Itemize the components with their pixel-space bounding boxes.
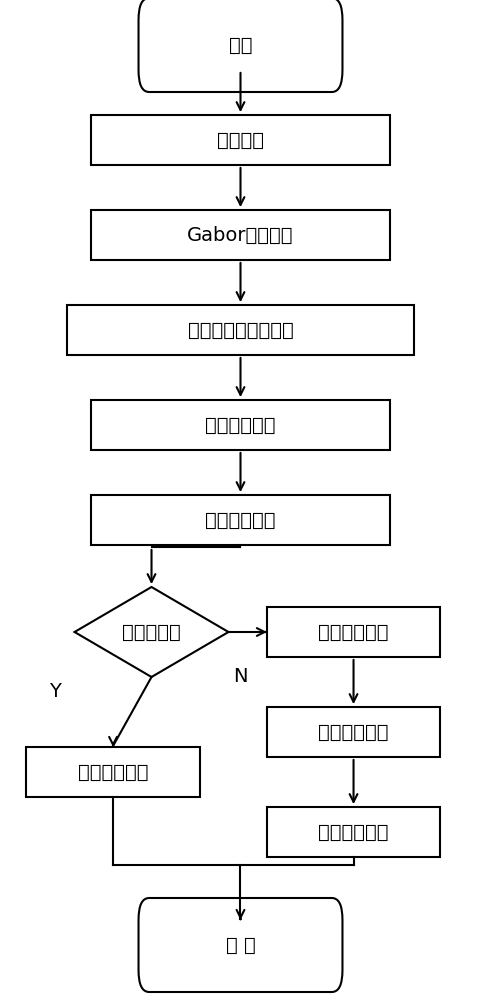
Bar <box>266 707 439 757</box>
Bar <box>266 607 439 657</box>
Bar <box>91 400 389 450</box>
Text: 求取定位坐标: 求取定位坐标 <box>205 510 275 530</box>
Text: 四点圆弧定位: 四点圆弧定位 <box>318 622 388 642</box>
Bar <box>91 495 389 545</box>
Text: 互相关求取时间延迟: 互相关求取时间延迟 <box>187 320 293 340</box>
Text: 求取定位坐标: 求取定位坐标 <box>318 722 388 742</box>
Text: Y: Y <box>49 682 61 701</box>
Text: 输出定位坐标: 输出定位坐标 <box>78 762 148 782</box>
FancyBboxPatch shape <box>138 898 342 992</box>
Bar <box>266 807 439 857</box>
Text: Gabor小波变换: Gabor小波变换 <box>187 226 293 244</box>
Text: N: N <box>233 667 247 686</box>
Text: 输出定位坐标: 输出定位坐标 <box>318 822 388 842</box>
Text: 结 束: 结 束 <box>225 936 255 954</box>
Bar <box>91 115 389 165</box>
Text: 开始: 开始 <box>228 35 252 54</box>
FancyBboxPatch shape <box>138 0 342 92</box>
Text: 波束聚焦定位: 波束聚焦定位 <box>205 416 275 434</box>
Polygon shape <box>74 587 228 677</box>
Bar <box>67 305 413 355</box>
Bar <box>91 210 389 260</box>
Bar <box>26 747 199 797</box>
Text: 数据接收: 数据接收 <box>216 130 264 149</box>
Text: 是否在外区: 是否在外区 <box>122 622 180 642</box>
